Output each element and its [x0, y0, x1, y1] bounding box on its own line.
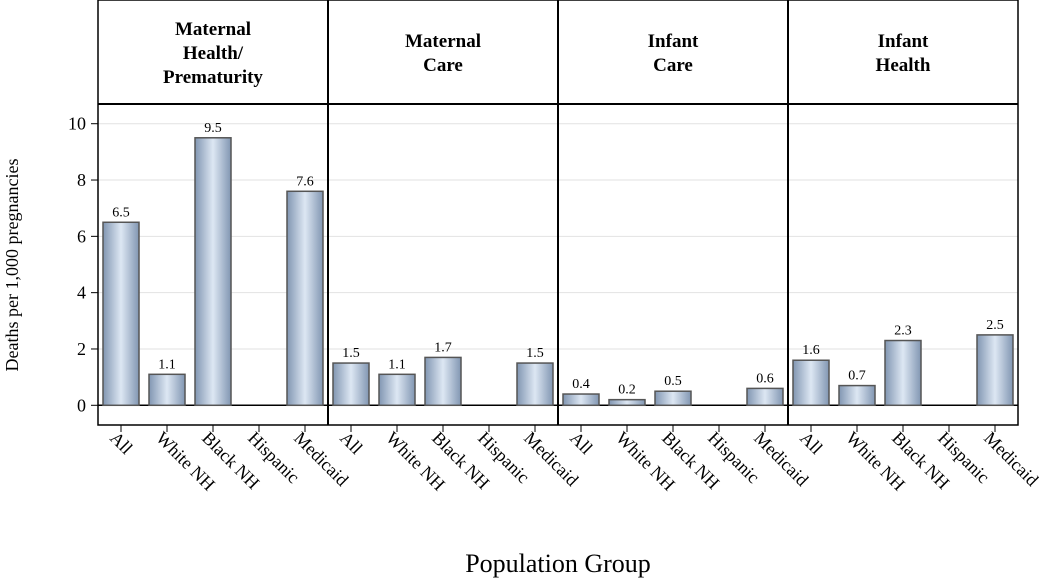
- data-label: 2.5: [986, 318, 1004, 333]
- data-label: 1.7: [434, 340, 452, 355]
- data-label: 0.2: [618, 383, 636, 398]
- bar: [148, 373, 186, 407]
- data-label: 1.6: [802, 343, 820, 358]
- data-label: 1.5: [342, 346, 360, 361]
- data-label: 0.6: [756, 371, 774, 386]
- data-label: 1.5: [526, 346, 544, 361]
- panel-title: Maternal: [405, 31, 481, 52]
- x-tick-label: All: [336, 428, 366, 458]
- panel-title: Care: [653, 55, 693, 76]
- y-tick-label: 4: [77, 283, 86, 303]
- y-axis-label: Deaths per 1,000 pregnancies: [2, 159, 22, 372]
- panel-title: Infant: [878, 31, 929, 52]
- bar: [516, 362, 554, 407]
- data-label: 1.1: [388, 357, 406, 372]
- bar: [654, 390, 692, 407]
- bar: [608, 398, 646, 407]
- x-axis-label: Population Group: [465, 549, 651, 578]
- bar: [884, 339, 922, 407]
- bar: [792, 359, 830, 407]
- data-label: 0.5: [664, 374, 682, 389]
- data-label: 2.3: [894, 324, 912, 339]
- bar: [562, 393, 600, 407]
- x-tick-label: All: [566, 428, 596, 458]
- panel-title: Health/: [183, 43, 244, 64]
- data-label: 7.6: [296, 174, 314, 189]
- data-label: 9.5: [204, 121, 222, 136]
- bar: [838, 384, 876, 407]
- y-tick-label: 2: [77, 339, 86, 359]
- x-tick-label: Medicaid: [980, 428, 1042, 490]
- y-tick-label: 6: [77, 226, 86, 246]
- data-label: 0.4: [572, 377, 590, 392]
- x-tick-label: All: [796, 428, 826, 458]
- y-tick-label: 10: [68, 114, 86, 134]
- y-tick-label: 0: [77, 395, 86, 415]
- bar: [286, 190, 324, 407]
- data-label: 0.7: [848, 369, 866, 384]
- bar: [194, 137, 232, 407]
- bar: [746, 387, 784, 407]
- x-tick-label: All: [106, 428, 136, 458]
- panel-title: Maternal: [175, 19, 251, 40]
- bar: [976, 334, 1014, 407]
- bar: [102, 221, 140, 407]
- bar: [424, 356, 462, 407]
- bar: [332, 362, 370, 407]
- data-label: 6.5: [112, 205, 130, 220]
- data-label: 1.1: [158, 357, 176, 372]
- panel-title: Health: [876, 55, 931, 76]
- y-tick-label: 8: [77, 170, 86, 190]
- panel-title: Infant: [648, 31, 699, 52]
- panel-title: Care: [423, 55, 463, 76]
- bar: [378, 373, 416, 407]
- panel-title: Prematurity: [163, 67, 263, 88]
